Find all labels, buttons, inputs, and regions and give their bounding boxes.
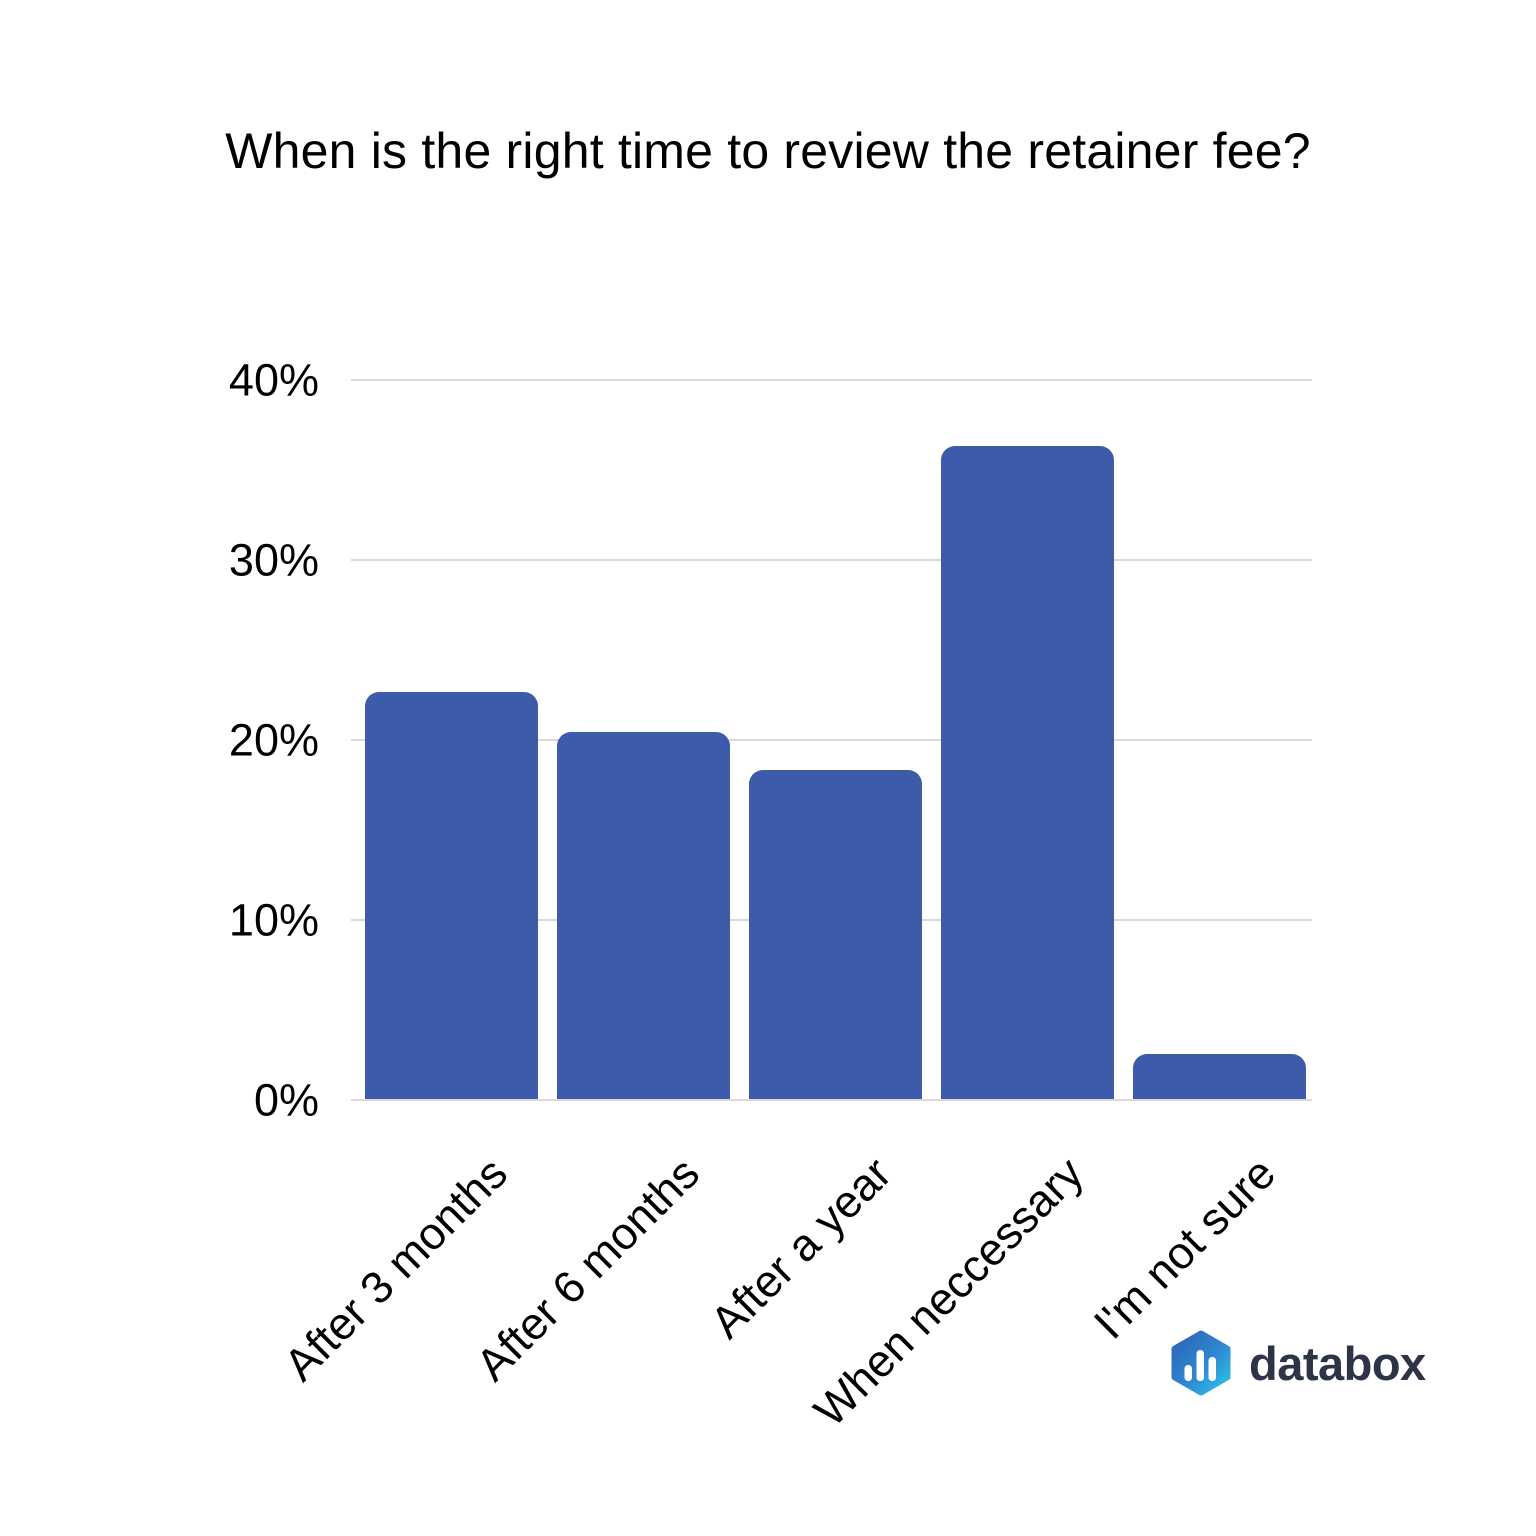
bar-when-neccessary	[941, 445, 1114, 1099]
y-axis-tick-40pct: 40%	[228, 354, 319, 406]
databox-logo: databox	[1166, 1328, 1426, 1398]
plot-area: 40% 30% 20% 10% 0% After 3 months After 6 mon…	[229, 358, 1312, 1436]
gridline-0%	[351, 1099, 1312, 1101]
y-axis-tick-0pct: 0%	[253, 1074, 319, 1126]
y-axis-tick-10pct: 10%	[228, 894, 319, 946]
chart-title: When is the right time to review the ret…	[225, 123, 1311, 179]
y-axis-tick-30pct: 30%	[228, 534, 319, 586]
gridline-30%	[351, 559, 1312, 561]
bar-after-3-months	[365, 692, 538, 1099]
bar-after-6-months	[557, 731, 730, 1099]
gridline-40%	[351, 379, 1312, 381]
x-tick-label-i-m-not-sure: I'm not sure	[1083, 1147, 1285, 1349]
databox-hexagon-bar-chart-icon	[1171, 1330, 1231, 1396]
databox-wordmark: databox	[1249, 1336, 1426, 1390]
bar-after-a-year	[749, 769, 922, 1099]
y-axis-tick-20pct: 20%	[228, 714, 319, 766]
bar-series	[365, 380, 1312, 1099]
gridline-20%	[351, 739, 1312, 741]
x-tick-label-after-a-year: After a year	[700, 1147, 901, 1348]
bar-i-m-not-sure	[1133, 1054, 1306, 1099]
